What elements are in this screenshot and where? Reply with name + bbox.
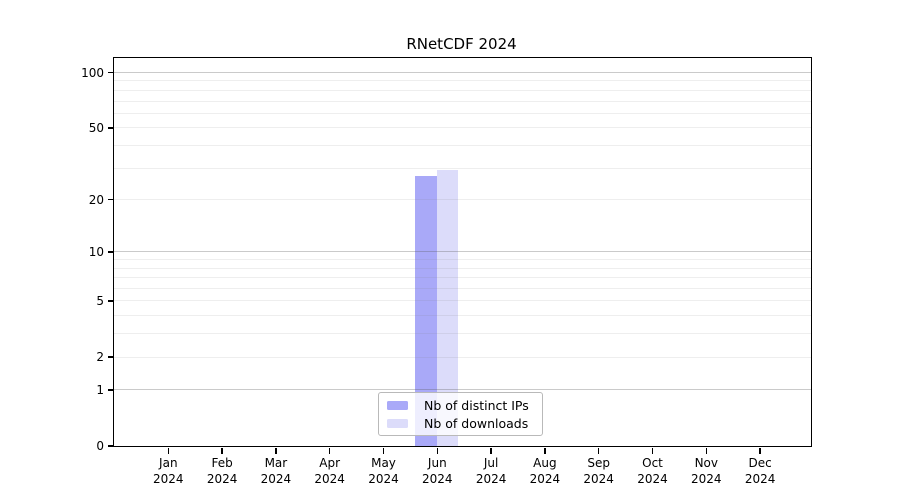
month-label: Mar <box>264 456 288 470</box>
year-label: 2024 <box>314 472 345 486</box>
x-tick-label-aug: Aug 2024 <box>518 455 572 487</box>
major-gridline <box>114 72 811 73</box>
year-label: 2024 <box>260 472 292 486</box>
x-tick-label-apr: Apr 2024 <box>303 455 357 487</box>
minor-gridline <box>114 315 811 317</box>
bar-jun-series1 <box>436 170 459 446</box>
x-tick-label-may: May 2024 <box>357 455 411 487</box>
legend-entry: Nb of distinct IPs <box>379 398 542 413</box>
minor-gridline <box>114 356 811 358</box>
bar-jun-series0 <box>415 175 437 446</box>
y-tick-label: 100 <box>81 65 104 80</box>
x-tick-mark <box>328 448 331 454</box>
year-label: 2024 <box>691 472 722 486</box>
major-gridline <box>114 389 811 391</box>
x-tick-label-dec: Dec 2024 <box>733 455 787 487</box>
x-tick-mark <box>275 448 277 454</box>
year-label: 2024 <box>529 472 561 486</box>
month-label: Dec <box>748 456 772 470</box>
x-tick-mark <box>544 448 546 454</box>
y-tick-label: 50 <box>88 120 104 135</box>
minor-gridline <box>114 288 811 290</box>
y-tick-mark <box>108 127 114 129</box>
year-label: 2024 <box>744 472 776 486</box>
y-tick-label: 2 <box>96 350 104 365</box>
x-tick-label-feb: Feb 2024 <box>195 455 249 487</box>
year-label: 2024 <box>422 472 453 486</box>
year-label: 2024 <box>583 472 614 486</box>
legend-swatch-distinct-ips <box>387 400 408 410</box>
month-label: Jan <box>159 456 178 470</box>
month-label: Jun <box>427 456 447 470</box>
minor-gridline <box>114 100 811 102</box>
minor-gridline <box>114 267 811 269</box>
month-label: Apr <box>319 456 341 470</box>
minor-gridline <box>114 333 811 335</box>
minor-gridline <box>114 199 811 201</box>
year-label: 2024 <box>368 472 399 486</box>
month-label: Jul <box>483 456 499 470</box>
minor-gridline <box>114 80 811 82</box>
legend-label: Nb of distinct IPs <box>424 397 529 413</box>
x-tick-mark <box>490 448 492 454</box>
x-tick-mark <box>597 448 600 454</box>
minor-gridline <box>114 144 811 146</box>
year-label: 2024 <box>153 472 184 486</box>
x-tick-mark <box>436 448 439 454</box>
y-tick-mark <box>108 389 114 391</box>
minor-gridline <box>114 127 811 129</box>
x-tick-mark <box>759 448 761 454</box>
legend-label: Nb of downloads <box>424 415 529 431</box>
minor-gridline <box>114 300 811 302</box>
x-tick-label-jan: Jan 2024 <box>141 455 195 487</box>
month-label: Oct <box>642 456 663 470</box>
month-label: Aug <box>533 456 557 470</box>
x-tick-label-mar: Mar 2024 <box>249 455 303 487</box>
year-label: 2024 <box>475 472 507 486</box>
year-label: 2024 <box>206 472 238 486</box>
x-tick-label-jul: Jul 2024 <box>464 455 518 487</box>
y-tick-mark <box>108 300 114 302</box>
month-label: Feb <box>211 456 233 470</box>
month-label: May <box>371 456 396 470</box>
chart-title: RNetCDF 2024 <box>406 35 517 53</box>
plot-area <box>113 57 812 447</box>
month-label: Nov <box>694 456 718 470</box>
y-tick-mark <box>108 445 114 447</box>
minor-gridline <box>114 89 811 91</box>
legend-swatch-downloads <box>387 418 408 428</box>
y-tick-mark <box>108 198 114 201</box>
minor-gridline <box>114 277 811 279</box>
x-tick-mark <box>705 448 708 454</box>
y-tick-label: 1 <box>96 382 104 397</box>
y-tick-mark <box>108 71 114 74</box>
x-tick-mark <box>651 448 654 454</box>
legend: Nb of distinct IPs Nb of downloads <box>378 392 543 436</box>
y-tick-label: 0 <box>96 439 104 453</box>
major-gridline <box>114 251 811 253</box>
y-tick-label: 5 <box>96 293 104 308</box>
y-tick-label: 10 <box>88 244 104 259</box>
minor-gridline <box>114 259 811 261</box>
minor-gridline <box>114 112 811 114</box>
x-tick-label-sep: Sep 2024 <box>572 455 626 487</box>
y-tick-mark <box>108 251 114 253</box>
x-tick-label-oct: Oct 2024 <box>626 455 680 487</box>
y-tick-label: 20 <box>88 192 104 207</box>
x-tick-mark <box>221 448 223 454</box>
x-tick-label-nov: Nov 2024 <box>679 455 733 487</box>
year-label: 2024 <box>637 472 668 486</box>
x-tick-mark <box>382 448 385 454</box>
legend-entry: Nb of downloads <box>379 416 542 431</box>
minor-gridline <box>114 167 811 169</box>
x-tick-mark <box>167 448 170 454</box>
x-tick-label-jun: Jun 2024 <box>410 455 464 487</box>
month-label: Sep <box>587 456 610 470</box>
y-tick-mark <box>108 356 114 358</box>
